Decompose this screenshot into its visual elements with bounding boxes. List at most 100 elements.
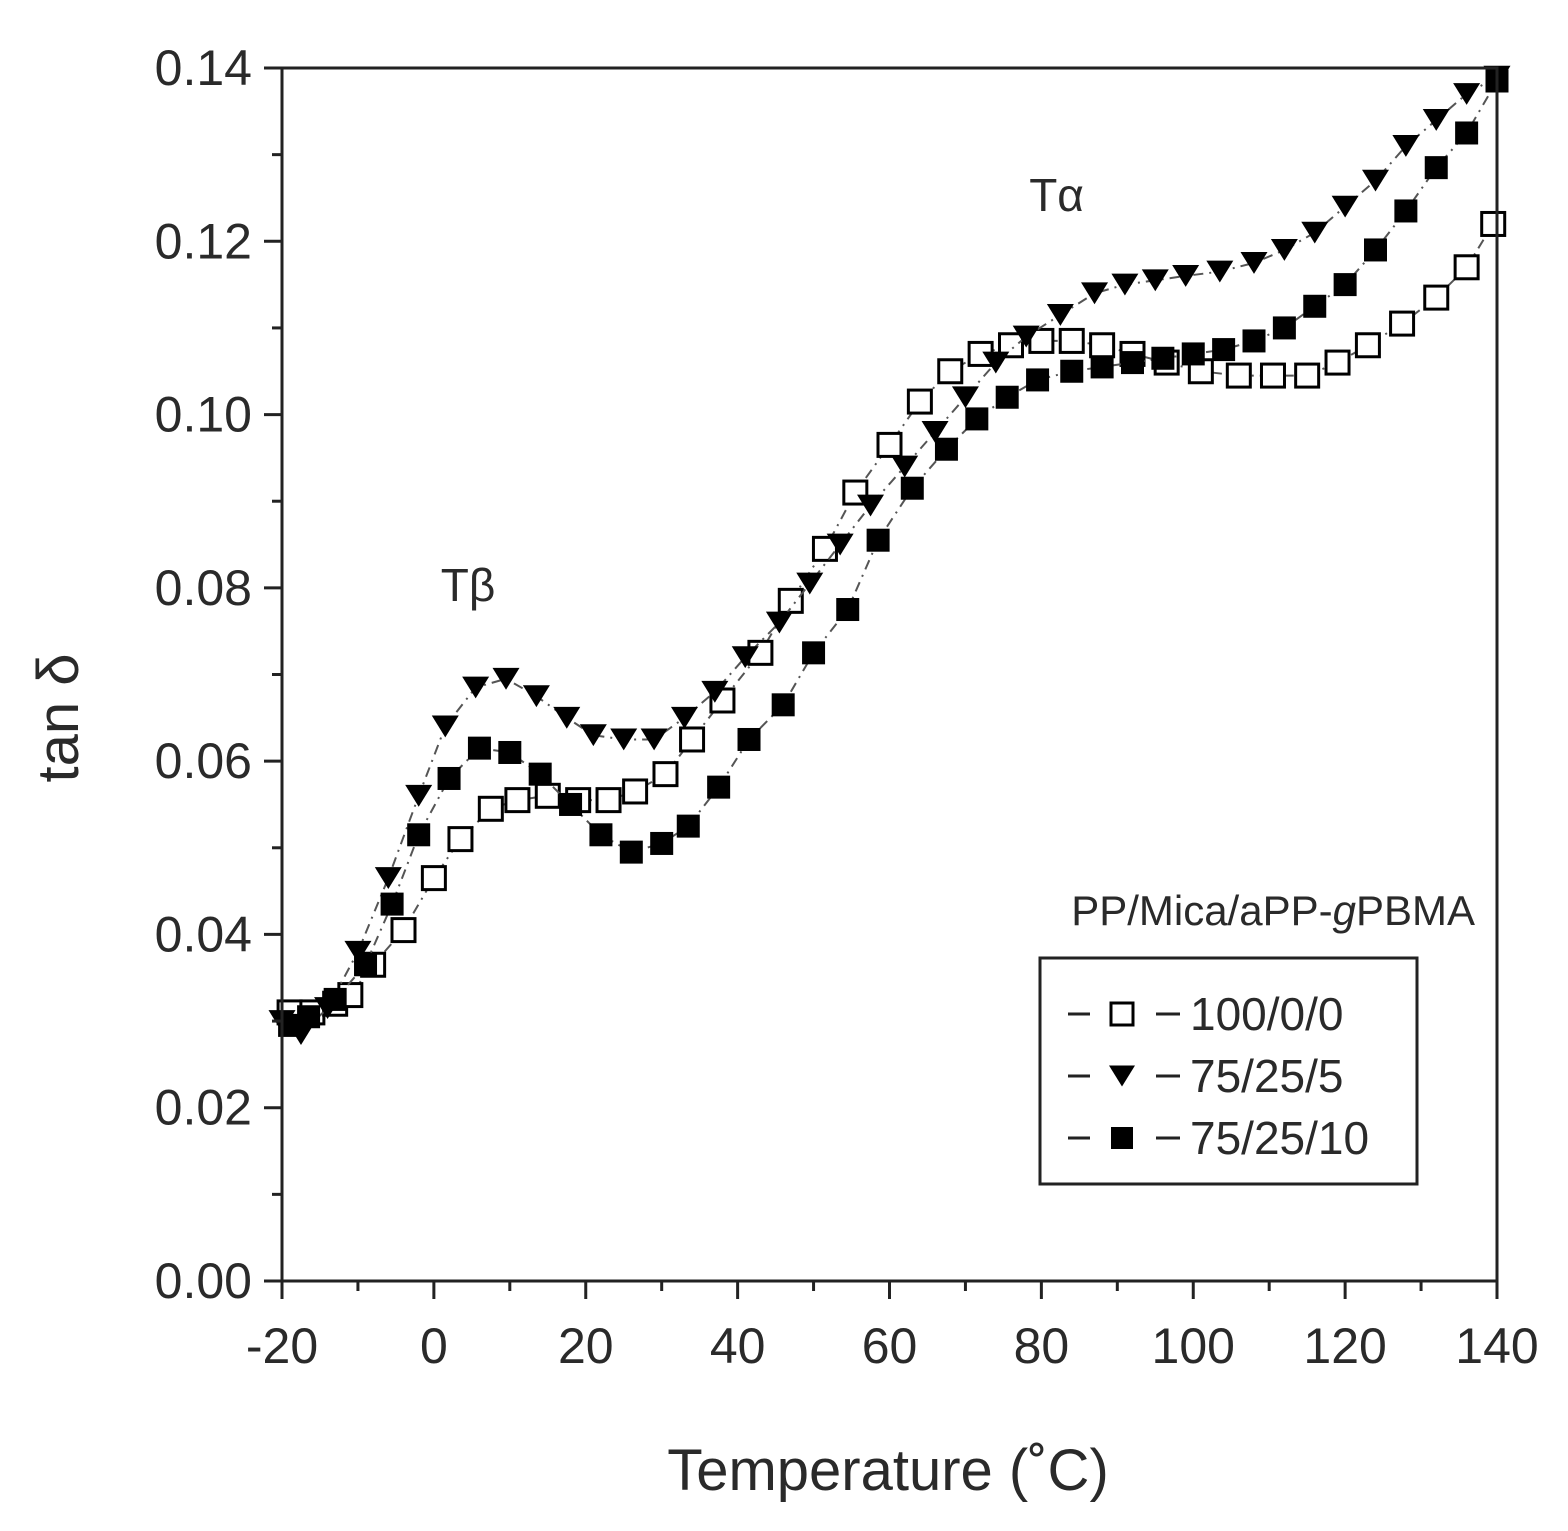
- data-point: [1172, 265, 1200, 287]
- y-tick-label: 0.00: [155, 1253, 252, 1309]
- data-point: [1012, 325, 1040, 348]
- x-tick-label: 120: [1303, 1318, 1386, 1374]
- data-point: [498, 740, 522, 764]
- data-point: [876, 431, 903, 458]
- data-point: [737, 727, 761, 751]
- data-point: [652, 761, 679, 788]
- data-point: [1121, 351, 1144, 375]
- data-point: [1089, 332, 1116, 359]
- data-point: [934, 437, 958, 461]
- data-point: [836, 598, 860, 622]
- data-point: [1362, 169, 1389, 192]
- data-point: [522, 685, 550, 708]
- data-point: [900, 476, 924, 500]
- data-point: [619, 840, 643, 864]
- legend-title: PP/Mica/aPP-gPBMA: [1071, 887, 1475, 934]
- data-point: [462, 676, 490, 699]
- data-point: [344, 940, 372, 963]
- data-point: [707, 775, 731, 799]
- data-point: [559, 792, 583, 816]
- legend-label: 75/25/5: [1190, 1050, 1343, 1102]
- data-point: [595, 787, 622, 814]
- data-point: [354, 953, 378, 977]
- legend-title-prefix: PP/Mica/aPP-: [1071, 887, 1332, 934]
- data-point: [1354, 332, 1381, 359]
- data-point: [951, 386, 979, 409]
- series-layer: [268, 65, 1511, 1045]
- axis-ticks: [264, 66, 1499, 1299]
- data-point: [1392, 135, 1420, 157]
- data-point: [1480, 210, 1507, 237]
- data-point: [826, 533, 854, 556]
- x-tick-label: 80: [1014, 1318, 1070, 1374]
- data-point: [1046, 304, 1074, 326]
- y-tick-label: 0.06: [155, 733, 252, 789]
- series-75-25-5: [268, 65, 1511, 1045]
- data-point: [765, 611, 793, 634]
- x-tick-label: 100: [1152, 1318, 1235, 1374]
- data-point: [1422, 109, 1450, 131]
- data-point: [1364, 238, 1387, 262]
- x-tick-label: 20: [558, 1318, 614, 1374]
- data-point: [701, 680, 729, 703]
- data-point: [679, 726, 706, 753]
- data-point: [1324, 349, 1351, 376]
- data-point: [1181, 342, 1205, 366]
- data-point: [407, 823, 431, 847]
- data-point: [323, 987, 347, 1011]
- data-point: [965, 407, 989, 431]
- data-point: [534, 782, 561, 809]
- data-point: [589, 823, 613, 847]
- legend-label: 75/25/10: [1190, 1112, 1369, 1164]
- data-point: [374, 867, 402, 890]
- data-point: [420, 865, 447, 892]
- data-point: [528, 762, 552, 786]
- data-point: [1389, 310, 1416, 337]
- data-point: [937, 358, 964, 385]
- data-point: [610, 728, 638, 751]
- data-point: [1272, 316, 1296, 340]
- data-point: [921, 420, 949, 443]
- series-75-25-10: [278, 69, 1509, 1037]
- y-tick-label: 0.04: [155, 906, 252, 962]
- data-point: [1151, 346, 1175, 370]
- data-point: [447, 826, 474, 853]
- data-point: [1394, 199, 1418, 223]
- data-point: [1294, 362, 1321, 389]
- x-tick-label: -20: [246, 1318, 318, 1374]
- data-point: [467, 736, 491, 760]
- legend-items: 100/0/0 75/25/5 75/25/10: [1068, 988, 1369, 1164]
- legend-box: [1038, 956, 1419, 1186]
- data-point: [431, 715, 459, 738]
- legend-marker: [1109, 1065, 1135, 1087]
- data-point: [297, 1005, 321, 1029]
- y-tick-label: 0.14: [155, 40, 252, 96]
- data-point: [1270, 239, 1298, 261]
- data-point: [1081, 282, 1109, 305]
- y-tick-label: 0.10: [155, 387, 252, 443]
- axis-tick-labels: -20 0 20 40 60 80 100 120 140 0.00 0.02 0.04 0.06 0.0…: [155, 40, 1539, 1374]
- data-point: [579, 724, 607, 747]
- data-point: [1453, 83, 1481, 105]
- data-point: [857, 494, 885, 517]
- data-point: [1424, 156, 1448, 180]
- data-point: [1453, 254, 1480, 281]
- data-point: [437, 766, 461, 790]
- data-point: [1242, 329, 1266, 353]
- data-point: [405, 784, 433, 807]
- legend-label: 100/0/0: [1190, 988, 1343, 1040]
- data-point: [1060, 359, 1084, 383]
- data-point: [477, 795, 504, 822]
- data-point: [802, 641, 826, 665]
- legend-title-suffix: PBMA: [1356, 887, 1475, 934]
- legend-item: 75/25/5: [1068, 1050, 1343, 1102]
- annotations: Tβ Tα: [441, 169, 1084, 611]
- data-point: [1141, 269, 1169, 292]
- x-tick-label: 140: [1455, 1318, 1538, 1374]
- data-point: [676, 814, 700, 838]
- data-point: [650, 831, 674, 855]
- data-point: [1331, 195, 1359, 218]
- legend-item: 75/25/10: [1068, 1112, 1369, 1164]
- annotation-label: Tβ: [441, 559, 496, 611]
